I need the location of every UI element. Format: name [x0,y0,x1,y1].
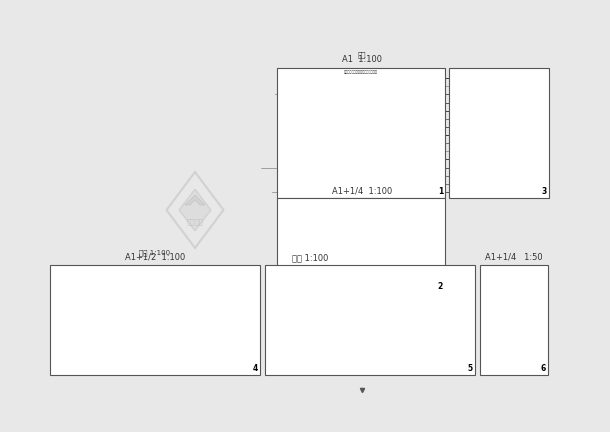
Bar [375,180,396,193]
Text: A1+1/4  1:100: A1+1/4 1:100 [332,186,392,195]
Bar [398,119,418,132]
Bar [371,309,386,324]
Bar [325,287,338,297]
Bar [398,180,418,193]
Bar [375,134,396,147]
Bar [398,134,418,147]
Bar [398,104,418,117]
Bar [311,274,343,291]
Text: 1: 1 [438,187,443,196]
Bar [420,119,440,132]
Bar [403,203,434,232]
Text: 图纸 1:100: 图纸 1:100 [140,249,171,256]
Bar [363,289,378,303]
Bar [154,299,164,311]
Text: 2: 2 [438,282,443,291]
Bar [482,349,546,374]
Bar [55,270,255,355]
Bar [398,165,418,178]
Bar [375,104,396,117]
Text: 地下室通风排烟及平时通风设计说明: 地下室通风排烟及平时通风设计说明 [344,70,378,74]
Bar [420,73,440,86]
Bar [153,299,170,314]
Polygon shape [179,189,211,231]
Bar [482,293,546,319]
Bar [482,321,546,346]
Bar [482,266,546,292]
Bar [398,88,418,102]
Bar [420,149,440,162]
Text: 6: 6 [540,364,546,373]
Text: 4: 4 [253,364,258,373]
Bar [315,295,335,308]
Bar [375,149,396,162]
Text: A1+1/2  1:100: A1+1/2 1:100 [125,253,185,262]
Text: A1  1:100: A1 1:100 [342,55,382,64]
Bar [420,180,440,193]
Bar [398,73,418,86]
Text: A1+1/4   1:50: A1+1/4 1:50 [485,253,543,262]
Bar [345,274,378,291]
Bar [412,274,445,291]
Bar [66,296,79,310]
Bar [449,68,549,198]
Text: 图纸 1:100: 图纸 1:100 [292,253,328,262]
Bar [55,358,255,370]
Bar [420,88,440,102]
Bar [50,265,260,375]
Bar [277,198,445,293]
Bar [420,165,440,178]
Bar [270,270,470,355]
Bar [278,274,310,291]
Bar [420,104,440,117]
Text: 说明: 说明 [357,51,366,58]
Bar [375,88,396,102]
Bar [398,149,418,162]
Polygon shape [185,195,205,205]
Text: 3: 3 [542,187,547,196]
Bar [277,68,445,198]
Bar [449,68,549,76]
Bar [375,165,396,178]
Bar [277,68,445,76]
Bar [265,265,475,375]
Bar [375,119,396,132]
Bar [270,358,470,370]
Text: 5: 5 [468,364,473,373]
Bar [420,134,440,147]
Bar [403,246,434,274]
Bar [378,274,411,291]
Bar [480,265,548,375]
Bar [364,203,395,232]
Text: 土木在线: 土木在线 [187,219,204,226]
Bar [375,73,396,86]
Bar [364,246,395,274]
